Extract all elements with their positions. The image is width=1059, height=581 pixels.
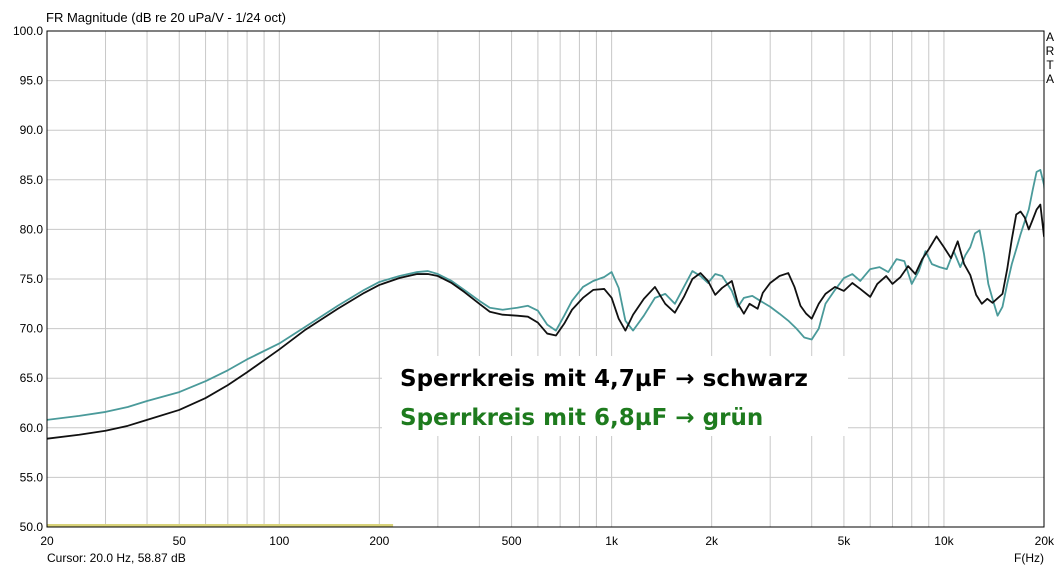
y-tick-label: 65.0 [20,371,44,385]
y-tick-label: 60.0 [20,421,44,435]
chart-title: FR Magnitude (dB re 20 uPa/V - 1/24 oct) [46,10,286,25]
y-tick-label: 80.0 [20,222,44,236]
y-tick-label: 90.0 [20,123,44,137]
y-tick-label: 50.0 [20,520,44,534]
y-tick-label: 75.0 [20,272,44,286]
arta-watermark: A R T A [1044,30,1056,86]
grid-layer [46,30,1045,528]
x-tick-label: 5k [838,534,852,548]
x-tick-label: 20 [40,534,54,548]
arta-letter: A [1045,30,1054,44]
arta-letter: T [1046,58,1054,72]
x-tick-label: 50 [173,534,187,548]
y-tick-label: 70.0 [20,322,44,336]
y-tick-label: 95.0 [20,74,44,88]
y-tick-label: 100.0 [13,24,43,38]
arta-letter: A [1045,72,1054,86]
y-tick-label: 55.0 [20,470,44,484]
series-layer [47,168,1044,527]
plot-frame [46,30,1045,528]
x-tick-label: 100 [269,534,289,548]
x-tick-label: 500 [502,534,522,548]
arta-letter: R [1045,44,1055,58]
y-tick-label: 85.0 [20,173,44,187]
x-axis-label: F(Hz) [1014,551,1044,565]
x-tick-label: 20k [1035,534,1055,548]
x-tick-label: 10k [934,534,954,548]
y-tick-labels: 100.0 95.0 90.0 85.0 80.0 75.0 70.0 65.0 60.0 55.… [13,24,43,534]
legend-box: Sperrkreis mit 4,7µF → schwarz Sperrkrei… [382,356,848,436]
legend-entry-green: Sperrkreis mit 6,8µF → grün [400,405,764,431]
legend-entry-black: Sperrkreis mit 4,7µF → schwarz [400,366,808,392]
series-line-black [47,203,1044,440]
x-tick-labels: 20 50 100 200 500 1k 2k 5k 10k 20k [40,534,1055,548]
x-tick-label: 1k [605,534,619,548]
x-tick-label: 2k [705,534,719,548]
x-tick-label: 200 [369,534,389,548]
series-line-green [47,168,1044,421]
cursor-readout: Cursor: 20.0 Hz, 58.87 dB [47,551,186,565]
